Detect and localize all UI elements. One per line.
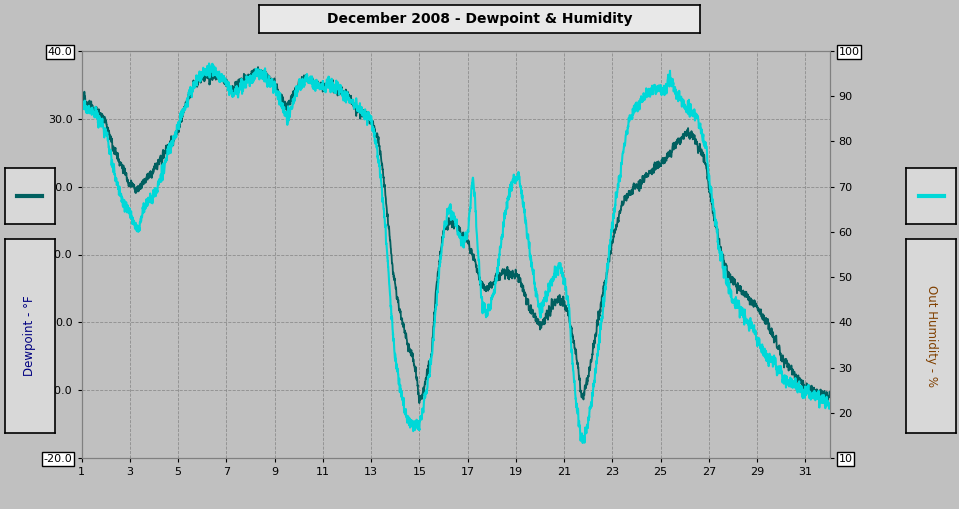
Text: Dewpoint - °F: Dewpoint - °F	[23, 296, 36, 376]
Text: Out Humidity - %: Out Humidity - %	[924, 285, 938, 387]
Text: December 2008 - Dewpoint & Humidity: December 2008 - Dewpoint & Humidity	[327, 12, 632, 26]
